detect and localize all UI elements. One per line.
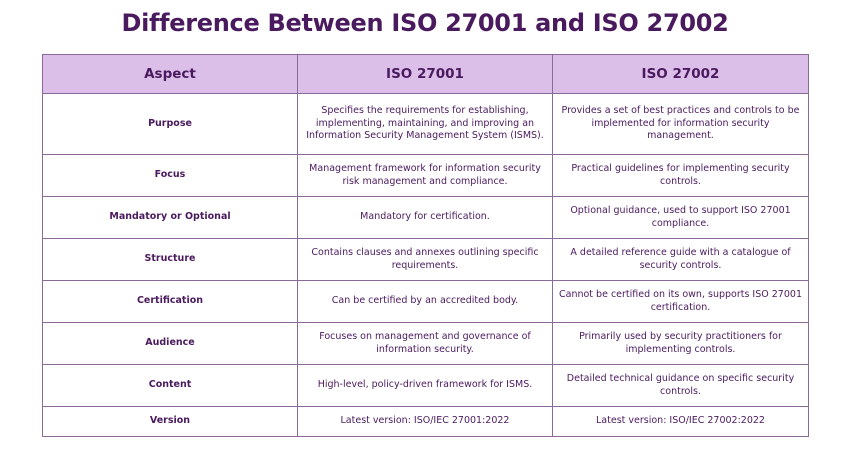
table-row: Structure Contains clauses and annexes o… [42, 238, 809, 281]
row-iso-27001: Focuses on management and governance of … [297, 322, 553, 365]
row-aspect: Structure [42, 238, 298, 281]
row-aspect: Purpose [42, 93, 298, 155]
row-iso-27001: Mandatory for certification. [297, 196, 553, 239]
table-row: Audience Focuses on management and gover… [42, 322, 809, 365]
row-iso-27002: Practical guidelines for implementing se… [552, 154, 809, 197]
table-row: Purpose Specifies the requirements for e… [42, 93, 809, 155]
table-row: Focus Management framework for informati… [42, 154, 809, 197]
row-iso-27002: Latest version: ISO/IEC 27002:2022 [552, 406, 809, 437]
table-row: Version Latest version: ISO/IEC 27001:20… [42, 406, 809, 437]
row-iso-27001: Specifies the requirements for establish… [297, 93, 553, 155]
table-header-row: Aspect ISO 27001 ISO 27002 [42, 54, 809, 94]
row-aspect: Version [42, 406, 298, 437]
row-iso-27002: Detailed technical guidance on specific … [552, 364, 809, 407]
row-aspect: Mandatory or Optional [42, 196, 298, 239]
row-aspect: Audience [42, 322, 298, 365]
row-iso-27001: Contains clauses and annexes outlining s… [297, 238, 553, 281]
row-iso-27002: Optional guidance, used to support ISO 2… [552, 196, 809, 239]
row-iso-27001: Management framework for information sec… [297, 154, 553, 197]
table-row: Certification Can be certified by an acc… [42, 280, 809, 323]
header-aspect: Aspect [42, 54, 298, 94]
row-aspect: Content [42, 364, 298, 407]
row-iso-27002: Cannot be certified on its own, supports… [552, 280, 809, 323]
page-title: Difference Between ISO 27001 and ISO 270… [121, 9, 729, 37]
row-iso-27001: Latest version: ISO/IEC 27001:2022 [297, 406, 553, 437]
row-aspect: Certification [42, 280, 298, 323]
header-iso-27001: ISO 27001 [297, 54, 553, 94]
row-iso-27002: Provides a set of best practices and con… [552, 93, 809, 155]
row-iso-27002: A detailed reference guide with a catalo… [552, 238, 809, 281]
row-iso-27002: Primarily used by security practitioners… [552, 322, 809, 365]
comparison-table: Aspect ISO 27001 ISO 27002 Purpose Speci… [42, 54, 809, 437]
table-row: Mandatory or Optional Mandatory for cert… [42, 196, 809, 239]
row-iso-27001: High-level, policy-driven framework for … [297, 364, 553, 407]
row-iso-27001: Can be certified by an accredited body. [297, 280, 553, 323]
header-iso-27002: ISO 27002 [552, 54, 809, 94]
row-aspect: Focus [42, 154, 298, 197]
table-row: Content High-level, policy-driven framew… [42, 364, 809, 407]
